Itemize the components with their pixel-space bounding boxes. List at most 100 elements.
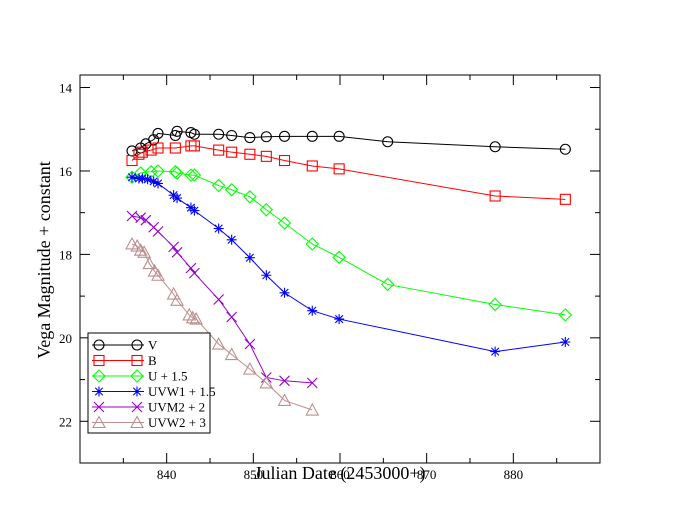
data-point	[153, 178, 163, 189]
data-point	[189, 311, 204, 325]
data-point	[189, 267, 200, 279]
data-point	[188, 140, 200, 152]
data-point	[560, 337, 571, 348]
data-point	[305, 237, 320, 251]
legend-label: UVW2 + 3	[148, 415, 206, 430]
data-point	[243, 190, 257, 204]
data-point	[226, 129, 238, 142]
data-point	[170, 166, 184, 180]
data-point	[279, 287, 290, 298]
data-point	[490, 346, 501, 357]
data-point	[151, 164, 165, 178]
data-point	[151, 268, 165, 281]
series-line	[131, 243, 313, 411]
x-tick-label: 850	[244, 467, 264, 482]
data-point	[382, 136, 394, 148]
data-point	[224, 347, 239, 361]
data-point	[185, 310, 200, 324]
data-point	[137, 173, 148, 184]
data-point	[152, 142, 164, 154]
data-point	[380, 277, 395, 292]
legend-label: UVM2 + 2	[148, 400, 205, 415]
data-point	[277, 393, 292, 406]
data-point	[558, 308, 573, 322]
legend-marker	[132, 386, 142, 397]
data-point	[170, 293, 184, 306]
legend-label: V	[148, 338, 158, 353]
data-point	[188, 128, 200, 140]
data-point	[142, 256, 157, 270]
data-point	[333, 163, 345, 175]
data-point	[152, 226, 164, 237]
data-point	[144, 165, 158, 179]
legend-marker	[130, 415, 144, 429]
data-point	[261, 270, 272, 281]
legend-item: U + 1.5	[92, 369, 187, 384]
data-point	[148, 176, 159, 187]
x-tick-label: 870	[417, 467, 437, 482]
series-b	[126, 140, 571, 205]
data-point	[278, 154, 291, 167]
data-point	[213, 294, 225, 305]
series-layer	[125, 125, 573, 416]
data-point	[226, 311, 238, 323]
data-point	[189, 205, 200, 216]
y-tick-label: 16	[59, 164, 73, 179]
data-point	[307, 305, 318, 316]
legend-marker	[93, 339, 105, 351]
data-point	[171, 125, 183, 137]
y-axis-label: Vega Magnitude + constant	[34, 161, 54, 359]
x-axis-label: Julian Date (2453000+)	[254, 463, 425, 484]
series-u-1-5	[125, 164, 573, 322]
data-point	[171, 246, 183, 258]
data-point	[489, 141, 501, 153]
legend-marker	[94, 386, 104, 397]
legend-box	[87, 332, 211, 434]
legend-marker	[131, 354, 143, 367]
data-point	[226, 234, 237, 245]
data-point	[244, 338, 256, 350]
legend-label: UVW1 + 1.5	[148, 384, 216, 399]
data-point	[211, 178, 226, 193]
data-point	[126, 210, 138, 222]
data-point	[133, 166, 148, 180]
series-line	[131, 145, 566, 200]
data-point	[559, 143, 571, 155]
data-point	[185, 262, 197, 274]
data-point	[244, 132, 256, 144]
y-tick-label: 20	[59, 331, 72, 346]
data-point	[278, 130, 291, 142]
legend-label: U + 1.5	[148, 369, 187, 384]
legend-marker	[93, 401, 105, 413]
legend-label: B	[148, 353, 157, 368]
data-point	[133, 243, 148, 256]
data-point	[184, 168, 198, 182]
legend-item: UVM2 + 2	[92, 400, 205, 415]
legend-marker	[93, 354, 105, 367]
data-point	[260, 131, 272, 143]
data-point	[125, 236, 139, 250]
legend-marker	[92, 369, 106, 383]
legend-marker	[130, 369, 144, 383]
data-point	[213, 128, 225, 140]
legend-item: UVW2 + 3	[92, 415, 206, 430]
data-point	[168, 241, 179, 253]
data-point	[488, 297, 502, 312]
data-point	[334, 314, 345, 325]
legend-item: V	[92, 338, 158, 353]
data-point	[182, 307, 197, 321]
axis-ticks: 840 850 860 870 880 14 16 18 20 22	[59, 75, 600, 482]
x-tick-label: 840	[157, 467, 177, 482]
series-line	[131, 130, 566, 152]
data-point	[226, 146, 238, 158]
series-uvm2-2	[126, 210, 318, 389]
data-point	[145, 144, 157, 156]
data-point	[136, 146, 148, 158]
series-v	[126, 125, 571, 157]
data-point	[259, 375, 274, 389]
data-point	[244, 252, 255, 263]
data-point	[277, 216, 292, 230]
series-line	[131, 176, 566, 353]
data-point	[166, 286, 181, 300]
